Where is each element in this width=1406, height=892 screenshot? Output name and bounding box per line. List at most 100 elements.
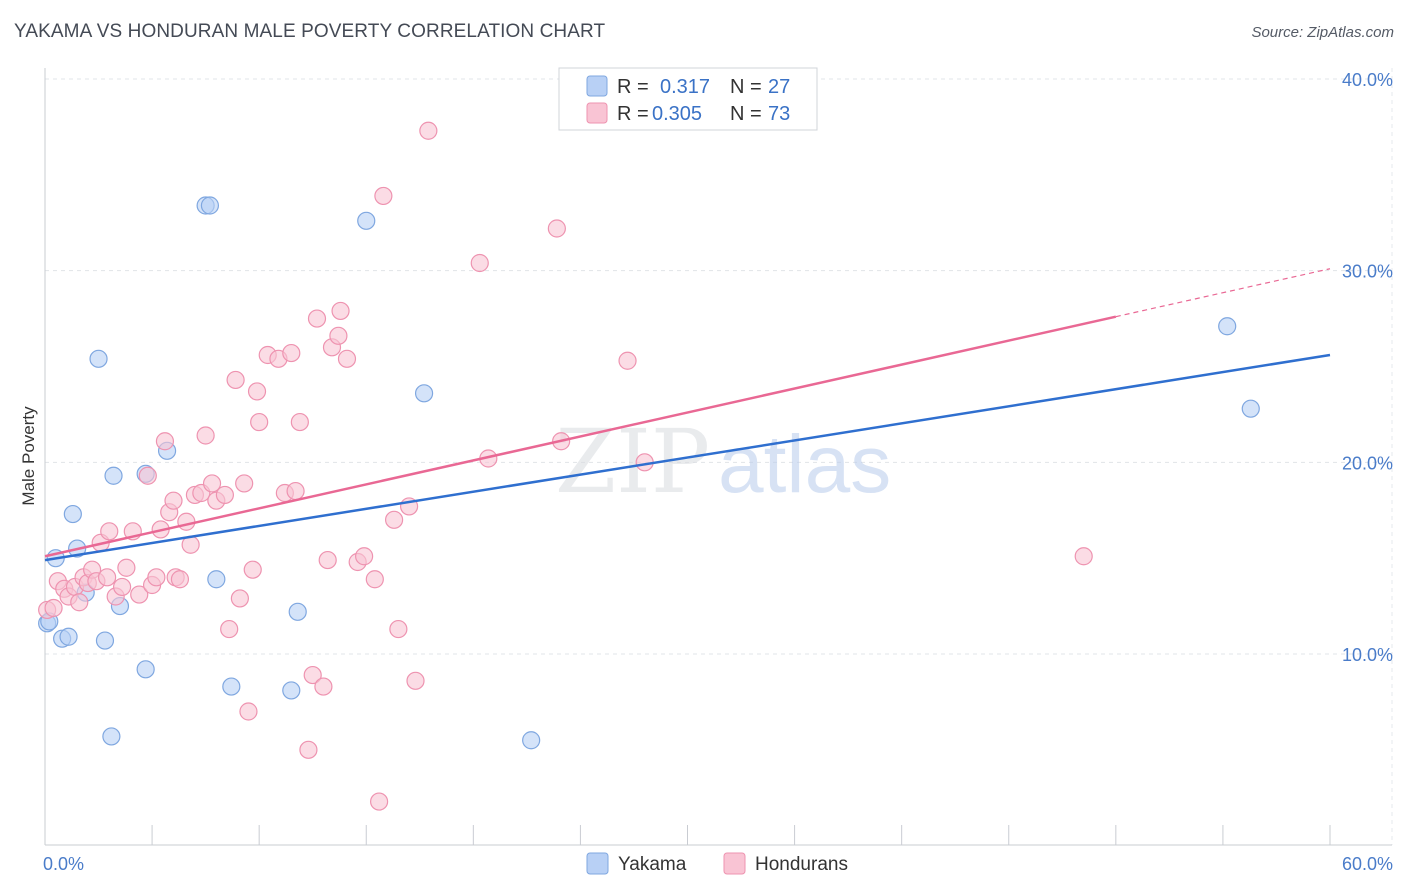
y-tick-label: 40.0%: [1342, 70, 1393, 90]
point-hondurans: [419, 121, 438, 140]
bottom-legend: Yakama Hondurans: [586, 852, 848, 875]
point-hondurans: [337, 349, 357, 368]
point-hondurans: [314, 677, 333, 696]
point-hondurans: [155, 432, 175, 451]
point-hondurans: [202, 474, 222, 493]
tick-labels: 10.0% 20.0% 30.0% 40.0% 0.0% 60.0%: [43, 70, 1393, 874]
legend-n-value: 27: [768, 76, 790, 98]
axes: [44, 68, 1392, 846]
point-hondurans: [250, 412, 269, 432]
point-hondurans: [355, 547, 374, 566]
x-tick-label: 60.0%: [1342, 854, 1393, 874]
point-hondurans: [98, 568, 117, 587]
point-yakama: [104, 466, 123, 485]
trend-line-extension-hondurans: [1115, 268, 1331, 318]
legend-swatch-hondurans: [586, 102, 608, 124]
point-hondurans: [196, 426, 215, 445]
source-label: Source: ZipAtlas.com: [1251, 24, 1394, 41]
point-hondurans: [299, 740, 318, 759]
point-hondurans: [329, 326, 348, 345]
point-hondurans: [370, 792, 389, 811]
y-tick-label: 10.0%: [1342, 645, 1393, 665]
watermark-atlas: atlas: [718, 419, 891, 510]
point-hondurans: [226, 370, 245, 390]
point-hondurans: [215, 485, 234, 505]
bottom-legend-swatch-yakama: [586, 852, 609, 875]
point-hondurans: [374, 186, 393, 206]
y-tick-label: 30.0%: [1342, 262, 1393, 282]
point-yakama: [222, 677, 241, 696]
bottom-legend-label-yakama: Yakama: [618, 854, 687, 875]
point-hondurans: [286, 481, 305, 501]
legend-swatch-yakama: [586, 75, 608, 97]
point-hondurans: [177, 512, 196, 531]
point-hondurans: [282, 343, 301, 363]
point-yakama: [288, 602, 307, 621]
trend-line-yakama: [44, 353, 1331, 562]
trend-lines: [44, 268, 1331, 562]
point-hondurans: [243, 560, 262, 579]
point-hondurans: [70, 593, 89, 612]
point-yakama: [136, 660, 155, 679]
point-yakama: [59, 627, 78, 646]
point-hondurans: [384, 510, 404, 529]
data-points: [38, 121, 1260, 811]
point-yakama: [1218, 317, 1237, 336]
point-hondurans: [470, 253, 489, 273]
point-hondurans: [230, 589, 249, 608]
x-tick-label: 0.0%: [43, 854, 84, 874]
point-hondurans: [1074, 547, 1093, 566]
point-hondurans: [235, 474, 254, 493]
legend: R = 0.317 N = 27 R = 0.305 N = 73: [558, 67, 818, 131]
point-yakama: [89, 349, 108, 368]
legend-n-value: 73: [768, 103, 790, 125]
point-yakama: [414, 384, 434, 403]
point-hondurans: [389, 619, 408, 639]
trend-line-hondurans: [44, 315, 1117, 558]
point-hondurans: [247, 382, 267, 401]
point-hondurans: [290, 412, 309, 432]
point-hondurans: [547, 219, 566, 238]
legend-n-label: N =: [730, 76, 762, 98]
point-hondurans: [331, 301, 350, 321]
point-hondurans: [117, 558, 136, 577]
point-hondurans: [239, 702, 258, 721]
point-hondurans: [170, 570, 190, 589]
y-tick-label: 20.0%: [1342, 453, 1393, 473]
point-hondurans: [618, 351, 637, 370]
legend-n-label: N =: [730, 103, 762, 125]
legend-r-label: R =: [617, 76, 649, 98]
point-yakama: [95, 631, 115, 650]
bottom-legend-label-hondurans: Hondurans: [755, 854, 848, 875]
point-yakama: [102, 727, 121, 746]
point-hondurans: [112, 577, 132, 597]
point-hondurans: [130, 585, 149, 604]
point-hondurans: [318, 550, 337, 570]
point-yakama: [200, 196, 220, 215]
point-yakama: [207, 570, 226, 589]
legend-r-value: 0.317: [660, 76, 710, 98]
point-hondurans: [147, 568, 166, 587]
point-hondurans: [303, 665, 322, 685]
legend-r-value: 0.305: [652, 103, 702, 125]
watermark: ZIP atlas: [555, 410, 891, 513]
point-hondurans: [406, 671, 425, 690]
bottom-legend-swatch-hondurans: [723, 852, 746, 875]
chart-title: YAKAMA VS HONDURAN MALE POVERTY CORRELAT…: [14, 21, 606, 42]
point-hondurans: [365, 570, 384, 589]
point-hondurans: [138, 466, 157, 485]
point-yakama: [357, 211, 376, 230]
point-hondurans: [44, 598, 63, 618]
legend-r-label: R =: [617, 103, 649, 125]
y-axis-title: Male Poverty: [19, 406, 38, 506]
point-yakama: [522, 731, 541, 750]
point-hondurans: [100, 522, 119, 541]
point-yakama: [282, 681, 301, 700]
point-yakama: [63, 504, 82, 524]
point-hondurans: [164, 491, 183, 510]
point-yakama: [1241, 399, 1260, 418]
point-hondurans: [220, 619, 239, 639]
grid-lines: [45, 68, 1393, 845]
point-hondurans: [307, 309, 327, 328]
